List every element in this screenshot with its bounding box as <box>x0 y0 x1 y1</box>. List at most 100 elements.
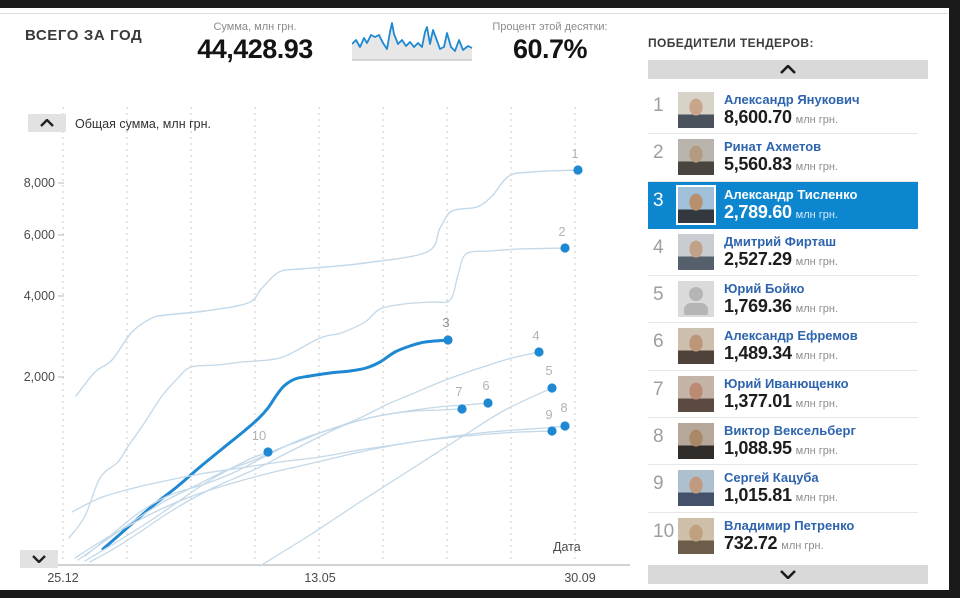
winner-name-link[interactable]: Дмитрий Фирташ <box>724 233 837 249</box>
series-line-5[interactable] <box>259 387 553 567</box>
winners-scroll-up-button[interactable] <box>648 60 928 79</box>
rank-label: 2 <box>653 142 664 164</box>
rank-label: 8 <box>653 426 664 448</box>
amount-unit: млн грн. <box>795 492 839 505</box>
series-endpoint-1[interactable] <box>573 165 583 175</box>
metric-prev-button[interactable] <box>28 114 66 132</box>
series-endpoint-10[interactable] <box>263 447 273 457</box>
total-sum-value: 44,428.93 <box>197 34 313 64</box>
amount-line: 1,088.95 млн грн. <box>724 438 838 459</box>
metric-next-button[interactable] <box>20 550 58 568</box>
top10-percent-label: Процент этой десятки: <box>492 21 608 33</box>
winner-row-8[interactable]: 8 Виктор Вексельберг 1,088.95 млн грн. <box>648 418 918 466</box>
rank-label: 1 <box>653 95 664 116</box>
avatar-photo <box>678 92 714 128</box>
series-line-8[interactable] <box>71 425 566 513</box>
yearly-sparkline-chart <box>352 22 473 61</box>
winner-row-2[interactable]: 2 Ринат Ахметов 5,560.83 млн грн. <box>648 134 918 182</box>
amount-line: 2,789.60 млн грн. <box>724 202 838 223</box>
winners-list: 1 Александр Янукович 8,600.70 млн грн. 2 Рина… <box>648 87 918 560</box>
series-endpoint-label-8: 8 <box>560 400 567 415</box>
x-tick-label: 30.09 <box>564 571 595 585</box>
series-line-10[interactable] <box>84 451 269 562</box>
winner-name-link[interactable]: Александр Янукович <box>724 92 860 107</box>
amount-line: 1,377.01 млн грн. <box>724 391 838 412</box>
series-line-2[interactable] <box>68 247 566 539</box>
series-endpoint-3[interactable] <box>443 335 453 345</box>
total-sum-block: Сумма, млн грн. 44,428.93 <box>188 21 322 65</box>
series-endpoint-2[interactable] <box>560 243 570 253</box>
chevron-down-icon <box>780 570 796 579</box>
winner-name-link[interactable]: Юрий Бойко <box>724 281 805 297</box>
series-endpoint-label-9: 9 <box>545 407 552 422</box>
amount-value: 1,377.01 <box>724 390 792 411</box>
header-divider <box>0 13 948 14</box>
chart-metric-label: Общая сумма, млн грн. <box>75 117 211 131</box>
rank-label: 6 <box>653 331 664 353</box>
amount-line: 1,489.34 млн грн. <box>724 343 838 364</box>
amount-line: 2,527.29 млн грн. <box>724 249 838 270</box>
series-line-6[interactable] <box>77 402 489 561</box>
amount-value: 1,015.81 <box>724 485 792 506</box>
winners-scroll-down-button[interactable] <box>648 565 928 584</box>
rank-label: 10 <box>653 520 675 542</box>
amount-line: 1,769.36 млн грн. <box>724 296 838 317</box>
amount-line: 732.72 млн грн. <box>724 533 824 554</box>
winner-row-5[interactable]: 5 Юрий Бойко 1,769.36 млн грн. <box>648 276 918 324</box>
winner-row-1[interactable]: 1 Александр Янукович 8,600.70 млн грн. <box>648 87 918 135</box>
rank-label: 3 <box>653 189 664 211</box>
amount-unit: млн грн. <box>795 114 839 126</box>
avatar-photo <box>678 139 714 176</box>
amount-value: 2,789.60 <box>724 201 792 222</box>
amount-value: 1,769.36 <box>724 296 792 317</box>
y-tick-label: 2,000 <box>24 370 55 384</box>
avatar-photo <box>678 375 714 412</box>
y-tick-label: 6,000 <box>24 228 55 242</box>
winner-name-link[interactable]: Виктор Вексельберг <box>724 423 856 439</box>
amount-line: 5,560.83 млн грн. <box>724 154 838 175</box>
winner-row-3[interactable]: 3 Александр Тисленко 2,789.60 млн грн. <box>648 181 918 229</box>
rank-label: 5 <box>653 284 664 306</box>
series-endpoint-4[interactable] <box>534 347 544 357</box>
series-line-7[interactable] <box>89 408 463 563</box>
rank-label: 7 <box>653 378 664 400</box>
avatar-placeholder-icon <box>678 281 714 318</box>
x-tick-label: 25.12 <box>47 571 78 585</box>
amount-unit: млн грн. <box>795 397 839 410</box>
top10-percent-value: 60.7% <box>512 34 588 64</box>
winner-row-7[interactable]: 7 Юрий Иванющенко 1,377.01 млн грн. <box>648 371 918 419</box>
winner-row-10[interactable]: 10 Владимир Петренко 732.72 млн грн. <box>648 513 918 560</box>
page-title: ВСЕГО ЗА ГОД <box>25 27 143 44</box>
winner-row-6[interactable]: 6 Александр Ефремов 1,489.34 млн грн. <box>648 323 918 371</box>
series-line-3[interactable] <box>101 338 450 551</box>
avatar-photo <box>678 517 714 554</box>
winner-name-link[interactable]: Сергей Кацуба <box>724 470 819 486</box>
top10-percent-block: Процент этой десятки: 60.7% <box>480 21 620 65</box>
sparkline-area <box>352 23 472 60</box>
series-line-4[interactable] <box>84 351 540 557</box>
series-endpoint-8[interactable] <box>560 421 570 431</box>
winner-row-9[interactable]: 9 Сергей Кацуба 1,015.81 млн грн. <box>648 465 918 513</box>
avatar-photo <box>678 233 714 270</box>
winner-name-link[interactable]: Юрий Иванющенко <box>724 375 849 391</box>
series-endpoint-label-5: 5 <box>545 363 552 378</box>
winner-name-link[interactable]: Владимир Петренко <box>724 517 855 533</box>
winner-row-4[interactable]: 4 Дмитрий Фирташ 2,527.29 млн грн. <box>648 229 918 277</box>
series-endpoint-9[interactable] <box>547 426 557 436</box>
series-endpoint-7[interactable] <box>457 404 467 414</box>
rank-label: 9 <box>653 473 664 495</box>
winner-name-link[interactable]: Ринат Ахметов <box>724 139 822 155</box>
series-endpoint-label-4: 4 <box>532 328 539 343</box>
winner-name-link[interactable]: Александр Ефремов <box>724 328 858 344</box>
avatar-photo <box>676 184 716 225</box>
amount-value: 1,489.34 <box>724 343 792 364</box>
avatar-photo <box>678 423 714 460</box>
winner-name-link[interactable]: Александр Тисленко <box>724 186 858 202</box>
series-endpoint-label-7: 7 <box>455 384 462 399</box>
series-line-1[interactable] <box>75 169 579 397</box>
amount-unit: млн грн. <box>781 539 824 552</box>
series-endpoint-6[interactable] <box>483 398 493 408</box>
series-line-9[interactable] <box>74 430 553 559</box>
series-endpoint-5[interactable] <box>547 383 557 393</box>
amount-unit: млн грн. <box>795 445 839 458</box>
